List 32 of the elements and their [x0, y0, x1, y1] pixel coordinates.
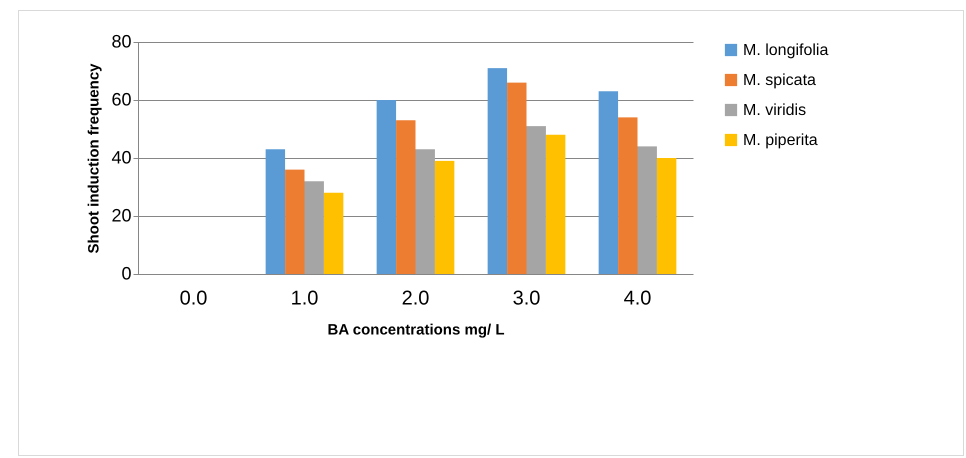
- y-axis-title: Shoot induction frequency: [85, 62, 102, 254]
- legend-label: M. viridis: [743, 102, 806, 119]
- x-tick-label: 2.0: [402, 288, 430, 310]
- bar: [376, 100, 396, 274]
- x-tick-label: 1.0: [290, 288, 318, 310]
- bar: [598, 91, 618, 274]
- y-tick-label: 60: [111, 90, 132, 110]
- bar: [416, 149, 435, 274]
- x-tick-label: 4.0: [624, 288, 652, 310]
- x-tick-label: 3.0: [512, 288, 540, 310]
- x-axis-title: BA concentrations mg/ L: [328, 322, 504, 338]
- y-tick-label: 20: [111, 206, 132, 226]
- bar: [656, 158, 676, 274]
- bar: [285, 170, 304, 274]
- x-tick-label: 0.0: [180, 288, 208, 310]
- y-tick-label: 80: [111, 32, 132, 52]
- bar: [324, 192, 344, 274]
- bar: [618, 117, 638, 274]
- bar: [526, 126, 546, 274]
- bar: [266, 149, 286, 274]
- bar: [396, 120, 416, 274]
- bar: [638, 146, 657, 274]
- legend-label: M. spicata: [743, 72, 816, 89]
- bar: [546, 134, 566, 274]
- legend-label: M. piperita: [743, 132, 818, 149]
- bar: [488, 68, 508, 274]
- y-tick-label: 40: [111, 148, 132, 168]
- bar: [434, 160, 454, 274]
- bar: [304, 181, 324, 274]
- bar: [507, 82, 526, 274]
- y-tick-label: 0: [121, 264, 132, 284]
- legend-label: M. longifolia: [743, 42, 828, 59]
